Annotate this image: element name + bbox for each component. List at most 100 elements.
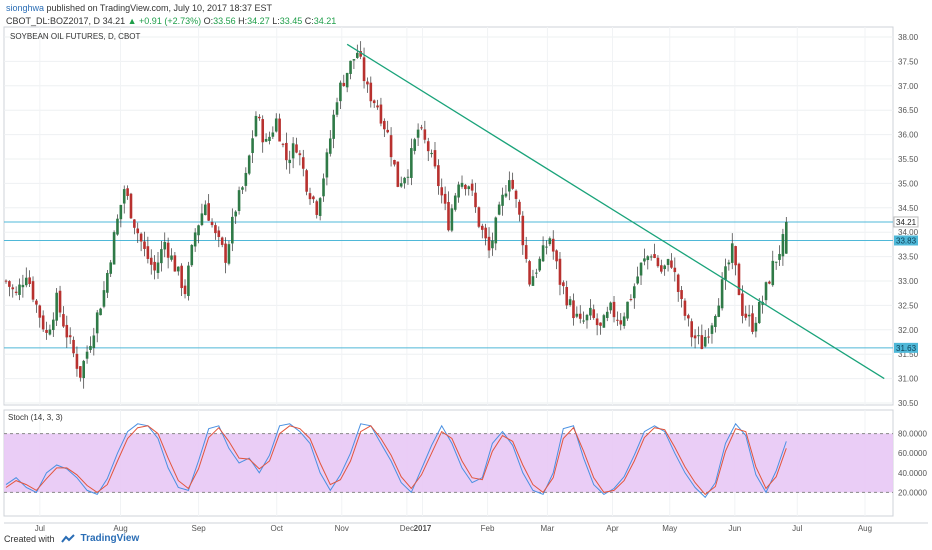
candle-body (149, 257, 153, 265)
candle-body (180, 265, 183, 289)
candle-body (697, 335, 700, 337)
candle-body (626, 301, 629, 319)
candle-body (420, 127, 423, 129)
candle-body (406, 176, 410, 178)
stoch-series-line (5, 422, 787, 499)
candle-body (734, 246, 737, 266)
stoch-tick-label: 40.0000 (898, 469, 927, 478)
candle-body (51, 319, 55, 331)
candle-body (278, 118, 281, 142)
candle-body (119, 204, 123, 220)
candle-body (106, 272, 109, 293)
candle-body (757, 301, 761, 324)
candle-body (538, 258, 542, 271)
price-tick-label: 32.00 (898, 326, 919, 335)
candle-body (247, 155, 251, 174)
candle-body (410, 148, 413, 178)
candle-body (295, 144, 298, 153)
candle-body (8, 281, 11, 287)
candle-body (683, 300, 687, 316)
candle-body (443, 193, 447, 204)
candle-body (75, 353, 79, 369)
candle-body (166, 242, 170, 258)
candle-body (254, 115, 258, 137)
candle-body (389, 135, 393, 158)
candle-body (65, 324, 69, 338)
candle-body (139, 233, 143, 242)
candle-body (612, 301, 616, 318)
price-tick-label: 37.50 (898, 57, 919, 66)
candle-body (437, 165, 440, 187)
candle-body (477, 207, 481, 227)
stoch-band (4, 433, 893, 493)
time-tick-label: Dec (400, 524, 414, 533)
candle-body (501, 194, 504, 206)
candle-body (741, 293, 744, 316)
candle-body (41, 315, 45, 330)
candle-body (366, 81, 369, 85)
candle-body (487, 236, 491, 251)
high-value: 34.27 (247, 16, 270, 26)
candle-body (325, 152, 329, 178)
candle-body (102, 290, 106, 307)
candle-body (200, 213, 204, 226)
candle-body (339, 82, 342, 102)
candle-body (85, 351, 89, 359)
candle-body (193, 232, 197, 247)
stoch-tick-label: 80.0000 (898, 430, 927, 439)
candle-body (768, 281, 771, 284)
candle-body (383, 120, 386, 130)
candle-body (457, 184, 460, 198)
candle-body (666, 259, 670, 265)
candle-body (426, 141, 430, 152)
candle-body (653, 254, 656, 258)
candle-body (622, 316, 626, 326)
candle-body (234, 211, 237, 217)
candle-body (467, 186, 471, 190)
candle-body (508, 180, 511, 192)
candle-body (646, 256, 650, 261)
candle-body (491, 240, 494, 249)
tradingview-brand[interactable]: TradingView (80, 533, 140, 544)
candle-body (176, 266, 180, 272)
candle-body (562, 282, 565, 287)
candle-body (210, 221, 214, 226)
candle-body (143, 241, 146, 249)
candle-body (545, 246, 548, 248)
candle-body (227, 244, 231, 264)
candle-body (237, 190, 241, 211)
candle-body (656, 257, 660, 267)
price-tick-label: 37.00 (898, 82, 919, 91)
close-value: 34.21 (313, 16, 337, 26)
candle-body (332, 114, 335, 139)
candle-body (170, 255, 173, 260)
candle-body (133, 219, 136, 228)
up-arrow-icon: ▲ (127, 16, 137, 26)
candle-body (568, 299, 572, 305)
candle-body (28, 277, 31, 285)
candle-body (751, 313, 754, 332)
time-tick-label: 2017 (414, 524, 432, 533)
candle-body (271, 132, 275, 137)
candle-body (670, 260, 673, 268)
candle-body (251, 138, 254, 154)
candle-body (636, 276, 639, 284)
price-tick-label: 35.50 (898, 155, 919, 164)
time-tick-label: Aug (113, 524, 127, 533)
candle-body (528, 261, 531, 285)
candle-body (700, 335, 704, 350)
candle-body (146, 246, 150, 259)
candle-body (24, 277, 28, 286)
candle-body (183, 285, 187, 295)
chart-title: SOYBEAN OIL FUTURES, D, CBOT (10, 32, 141, 41)
candle-body (673, 267, 677, 273)
candle-body (663, 265, 666, 270)
candle-body (744, 313, 748, 318)
candle-body (355, 52, 359, 58)
author-link[interactable]: sionghwa (6, 3, 45, 13)
candle-body (244, 172, 248, 186)
price-tick-label: 38.00 (898, 33, 919, 42)
time-tick-label: May (662, 524, 677, 533)
candle-body (11, 287, 15, 290)
